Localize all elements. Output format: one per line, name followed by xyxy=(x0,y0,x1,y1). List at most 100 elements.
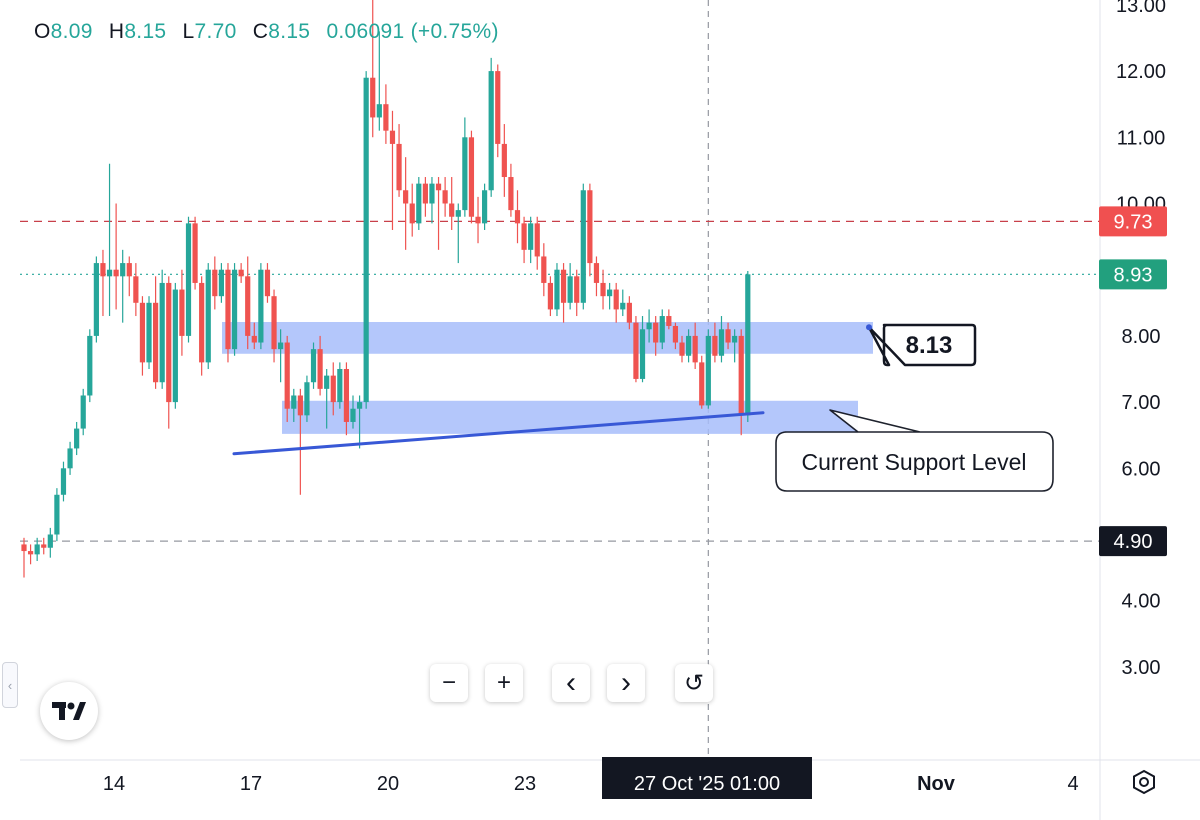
candle-body-93 xyxy=(633,322,639,379)
callout-support-text: Current Support Level xyxy=(801,449,1026,475)
candle-body-77 xyxy=(528,223,534,250)
x-tick-5: 4 xyxy=(1067,773,1078,795)
candle-body-74 xyxy=(508,177,514,211)
candle-body-8 xyxy=(74,428,80,449)
candle-body-54 xyxy=(376,104,382,118)
grid-lines xyxy=(20,0,1100,760)
price-label-box-2 xyxy=(1099,526,1167,557)
candle-body-53 xyxy=(370,77,376,118)
candle-body-11 xyxy=(93,263,99,336)
chevron-left-icon[interactable]: ‹ xyxy=(2,662,18,708)
candle-body-32 xyxy=(231,269,238,350)
callout-price-text: 8.13 xyxy=(906,332,953,359)
candle-body-68 xyxy=(468,137,475,217)
price-label-box-1 xyxy=(1099,259,1167,290)
candle-body-59 xyxy=(409,203,415,224)
reset-button[interactable]: ↺ xyxy=(675,664,713,702)
candle-body-34 xyxy=(245,276,251,336)
candle-body-71 xyxy=(488,71,494,191)
zoom-out-button[interactable]: − xyxy=(430,664,468,702)
y-tick-0: 13.00 xyxy=(1116,0,1166,17)
gear-icon[interactable] xyxy=(1128,766,1160,798)
candle-body-25 xyxy=(185,223,192,336)
candle-body-50 xyxy=(350,408,356,422)
candle-body-26 xyxy=(192,223,198,283)
candle-body-110 xyxy=(745,274,751,416)
candle-body-52 xyxy=(363,77,369,403)
candle-body-29 xyxy=(212,269,218,297)
candle-body-67 xyxy=(462,137,468,211)
candle-body-0 xyxy=(21,544,27,552)
candle-body-47 xyxy=(330,375,336,403)
candle-body-70 xyxy=(482,190,488,224)
trendline xyxy=(232,411,765,456)
candle-body-9 xyxy=(80,395,86,429)
candle-body-78 xyxy=(534,223,540,257)
candle-body-109 xyxy=(738,335,744,416)
candle-body-69 xyxy=(475,216,481,224)
candle-body-90 xyxy=(613,289,619,310)
open-value: 8.09 xyxy=(50,20,93,43)
candle-body-38 xyxy=(271,296,277,350)
low-value: 7.70 xyxy=(194,20,237,43)
change-value: 0.06091 (+0.75%) xyxy=(326,20,499,43)
candle-body-30 xyxy=(218,269,224,297)
candle-body-91 xyxy=(620,302,626,310)
crosshair-time-text: 27 Oct '25 01:00 xyxy=(634,773,780,795)
open-label: O xyxy=(34,20,51,43)
candle-body-10 xyxy=(87,335,93,396)
candle-body-76 xyxy=(521,223,527,250)
candle-body-23 xyxy=(172,289,178,403)
annotations: 8.13 Current Support Level xyxy=(232,323,1054,492)
y-tick-1: 12.00 xyxy=(1116,61,1166,83)
candle-body-97 xyxy=(659,316,665,343)
candle-body-88 xyxy=(600,282,606,297)
candle-body-64 xyxy=(442,190,448,204)
candle-body-82 xyxy=(560,269,567,303)
candle-body-39 xyxy=(278,342,284,350)
candle-body-55 xyxy=(383,104,389,131)
scroll-right-button[interactable]: › xyxy=(607,664,645,702)
zoom-in-button[interactable]: + xyxy=(485,664,523,702)
candle-body-13 xyxy=(106,269,113,277)
ohlc-legend: O8.09 H8.15 L7.70 C8.15 0.06091 (+0.75%) xyxy=(34,20,509,44)
candle-body-99 xyxy=(672,325,679,343)
scroll-left-button[interactable]: ‹ xyxy=(552,664,590,702)
candle-body-21 xyxy=(159,282,165,383)
candle-body-44 xyxy=(310,349,317,383)
candle-body-73 xyxy=(501,143,507,178)
close-label: C xyxy=(252,20,269,43)
candle-body-105 xyxy=(712,335,718,356)
candle-body-12 xyxy=(100,263,106,277)
candle-body-107 xyxy=(725,329,731,343)
candle-body-41 xyxy=(291,395,297,409)
candle-body-20 xyxy=(153,302,159,383)
candle-body-43 xyxy=(304,382,310,416)
candle-body-45 xyxy=(317,349,323,389)
high-value: 8.15 xyxy=(124,20,167,43)
candle-body-18 xyxy=(139,302,146,363)
candle-body-24 xyxy=(179,289,185,336)
candle-body-84 xyxy=(574,276,580,303)
candle-body-62 xyxy=(429,183,435,204)
candle-body-89 xyxy=(607,289,613,297)
candle-body-103 xyxy=(699,362,705,406)
candle-body-3 xyxy=(41,544,47,548)
x-tick-0: 14 xyxy=(103,773,125,795)
candle-body-28 xyxy=(205,269,211,363)
y-tick-2: 11.00 xyxy=(1117,127,1166,149)
candle-body-104 xyxy=(705,335,711,406)
candle-body-106 xyxy=(718,329,725,356)
candle-body-40 xyxy=(284,342,290,409)
support-zone-0 xyxy=(222,321,873,354)
candle-body-14 xyxy=(113,269,119,277)
candle-body-17 xyxy=(133,276,139,303)
candle-body-19 xyxy=(146,302,152,363)
candle-body-108 xyxy=(732,335,738,343)
candle-body-42 xyxy=(297,395,303,416)
crosshair-time-box xyxy=(602,757,812,799)
tradingview-logo[interactable] xyxy=(40,682,98,740)
axes: 13.0012.0011.0010.008.007.006.004.003.00… xyxy=(20,0,1200,820)
low-label: L xyxy=(182,20,195,43)
